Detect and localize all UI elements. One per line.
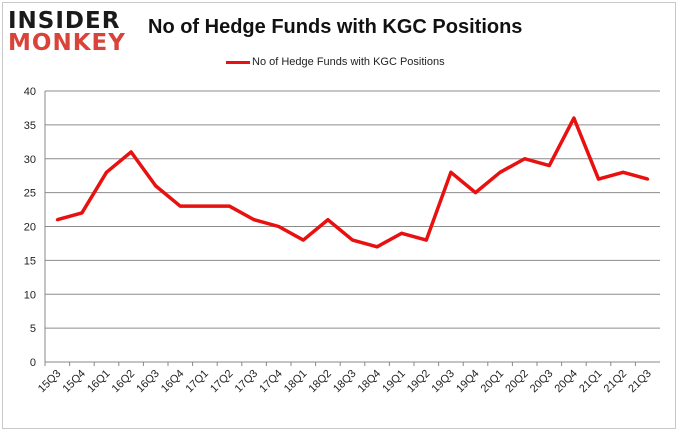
- y-tick-label: 30: [24, 154, 36, 166]
- data-point: [646, 177, 650, 181]
- data-point: [474, 191, 477, 195]
- x-tick-label: 20Q3: [528, 368, 556, 396]
- x-tick-label: 19Q2: [405, 368, 433, 396]
- data-point: [154, 184, 158, 188]
- x-tick-label: 15Q3: [36, 368, 64, 396]
- y-tick-label: 15: [24, 255, 36, 267]
- data-point: [326, 218, 330, 222]
- x-tick-label: 21Q1: [577, 368, 605, 396]
- chart-title: No of Hedge Funds with KGC Positions: [148, 16, 523, 38]
- x-tick-label: 19Q3: [429, 368, 457, 396]
- y-tick-label: 40: [24, 86, 36, 98]
- data-point: [178, 204, 182, 208]
- legend: No of Hedge Funds with KGC Positions: [226, 56, 445, 68]
- x-tick-label: 19Q1: [380, 368, 408, 396]
- data-point: [449, 170, 453, 174]
- x-tick-label: 20Q4: [552, 368, 580, 396]
- data-point: [55, 218, 59, 222]
- x-tick-label: 18Q1: [282, 368, 310, 396]
- data-point: [424, 238, 428, 242]
- x-tick-label: 18Q3: [331, 368, 359, 396]
- x-tick-label: 16Q4: [159, 368, 187, 396]
- data-point: [129, 150, 133, 154]
- legend-swatch: [226, 60, 250, 64]
- data-point: [351, 238, 354, 242]
- legend-label: No of Hedge Funds with KGC Positions: [252, 56, 445, 68]
- x-tick-label: 21Q3: [626, 368, 654, 396]
- x-tick-label: 17Q2: [208, 368, 236, 396]
- data-point: [621, 170, 625, 174]
- data-point: [252, 218, 256, 222]
- y-tick-label: 20: [24, 222, 36, 234]
- y-tick-label: 35: [24, 120, 36, 132]
- data-point: [547, 164, 551, 168]
- x-tick-label: 16Q2: [110, 368, 138, 396]
- data-point: [572, 116, 576, 120]
- data-point: [277, 225, 281, 228]
- x-tick-label: 18Q4: [356, 368, 384, 396]
- x-tick-label: 15Q4: [60, 368, 88, 396]
- data-point: [203, 204, 207, 208]
- data-point: [400, 231, 404, 235]
- x-tick-label: 16Q3: [134, 368, 162, 396]
- y-tick-label: 25: [24, 188, 36, 200]
- data-point: [105, 170, 108, 174]
- data-point: [301, 238, 305, 242]
- x-tick-label: 20Q1: [479, 368, 507, 396]
- data-point: [228, 204, 231, 208]
- x-tick-label: 18Q2: [306, 368, 334, 396]
- y-tick-label: 5: [30, 323, 36, 335]
- x-tick-label: 19Q4: [454, 368, 482, 396]
- insider-monkey-logo: INSIDER MONKEY: [8, 8, 126, 56]
- data-point: [498, 170, 502, 174]
- logo-line1: INSIDER: [8, 8, 121, 34]
- x-tick-label: 17Q3: [233, 368, 261, 396]
- data-point: [375, 245, 379, 249]
- y-tick-label: 10: [24, 289, 36, 301]
- x-tick-label: 17Q1: [183, 368, 211, 396]
- data-point: [80, 211, 84, 215]
- chart-frame: [2, 2, 676, 429]
- data-point: [597, 177, 600, 181]
- y-tick-label: 0: [30, 357, 36, 369]
- x-tick-label: 21Q2: [602, 368, 630, 396]
- data-point: [523, 157, 527, 161]
- series-line: [56, 116, 649, 249]
- x-tick-label: 20Q2: [503, 368, 531, 396]
- logo-line2: MONKEY: [8, 30, 126, 56]
- x-tick-label: 17Q4: [257, 368, 285, 396]
- x-tick-label: 16Q1: [85, 368, 113, 396]
